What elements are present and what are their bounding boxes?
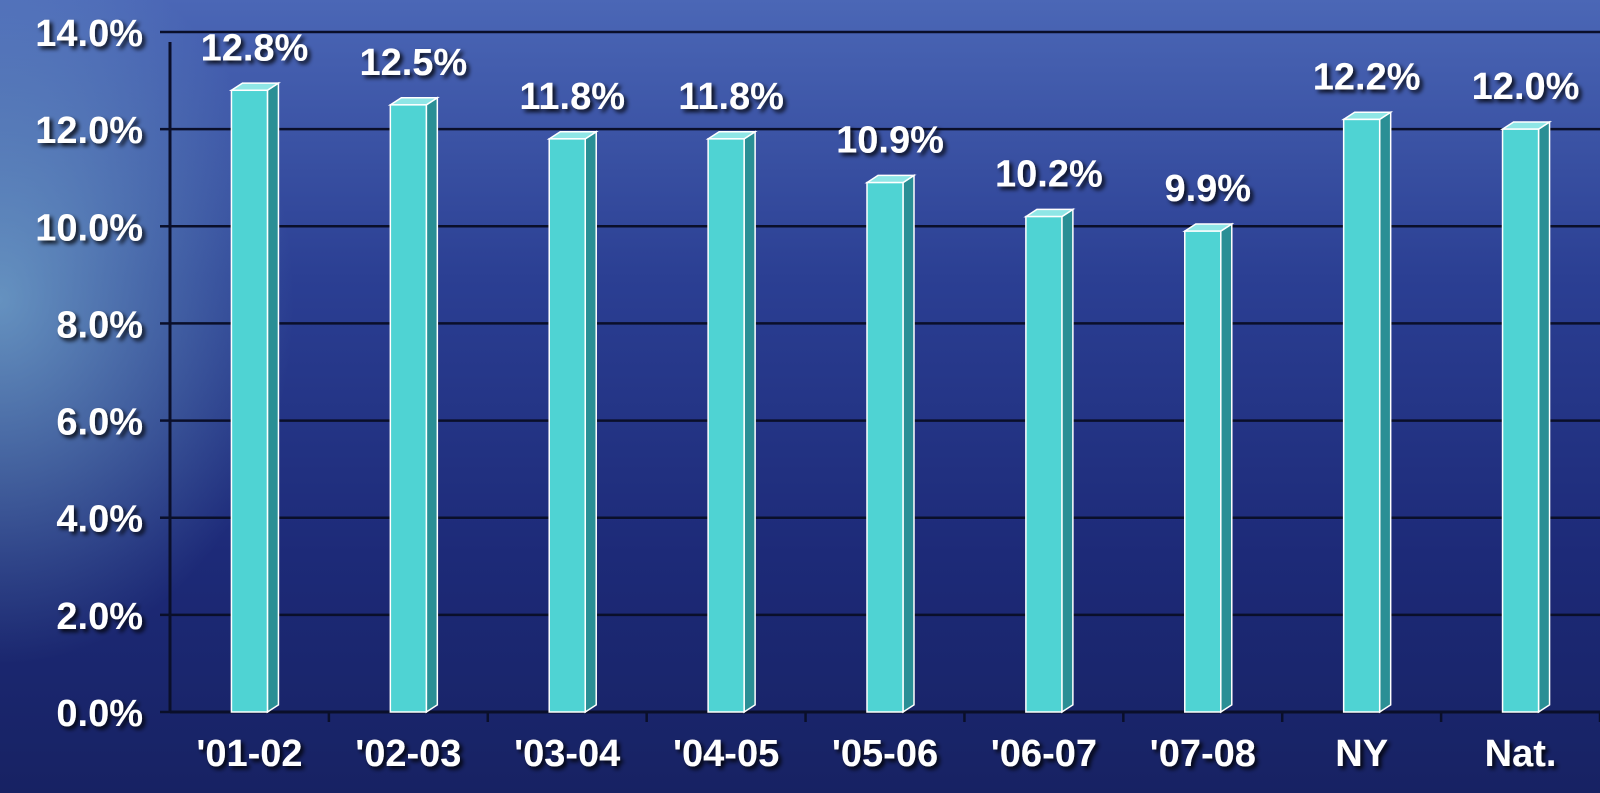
bar	[1023, 208, 1076, 714]
bar-side	[743, 130, 756, 714]
x-tick-label: '06-07	[991, 733, 1097, 775]
bar-side	[1378, 110, 1392, 714]
y-tick-label: 10.0%	[35, 207, 143, 249]
x-tick-label: '05-06	[832, 733, 938, 775]
bar	[1341, 110, 1394, 714]
y-tick-label: 8.0%	[56, 304, 143, 346]
labels: 0.0% 2.0% 4.0% 6.0% 8.0% 10.0% 12.0% 14.0% 12.8%…	[35, 13, 1579, 775]
bar	[705, 130, 758, 714]
y-tick-label: 0.0%	[56, 693, 143, 735]
bar-front	[1025, 215, 1063, 713]
bar-side	[1061, 208, 1074, 714]
bar-side	[902, 174, 915, 714]
bar	[1500, 120, 1553, 714]
y-tick-label: 2.0%	[56, 596, 143, 638]
bar-side	[266, 81, 280, 714]
data-label: 10.9%	[836, 120, 944, 162]
bar	[228, 81, 281, 714]
x-tick-label: '03-04	[514, 733, 620, 775]
bar-front	[1184, 230, 1222, 713]
bar	[546, 130, 599, 714]
data-label: 9.9%	[1164, 168, 1251, 210]
bar	[1182, 222, 1235, 714]
y-tick-label: 4.0%	[56, 499, 143, 541]
data-label: 11.8%	[519, 76, 625, 118]
data-label: 10.2%	[995, 154, 1103, 196]
bar-front	[707, 138, 745, 713]
data-label: 12.2%	[1313, 56, 1421, 98]
bar-front	[230, 89, 269, 713]
x-tick-label: '07-08	[1150, 733, 1256, 775]
bar-front	[548, 138, 586, 713]
bar-front	[1501, 128, 1540, 713]
x-tick-label: NY	[1335, 733, 1388, 775]
bar	[864, 174, 917, 714]
data-label: 12.0%	[1472, 66, 1580, 108]
bar-front	[866, 181, 904, 713]
x-tick-label: '01-02	[196, 733, 302, 775]
x-tick-label: Nat.	[1485, 733, 1557, 775]
data-label: 12.8%	[201, 27, 309, 69]
bar-side	[584, 130, 597, 714]
y-tick-label: 14.0%	[35, 13, 143, 55]
bar-front	[1342, 118, 1381, 713]
bar-front	[389, 104, 428, 713]
data-label: 12.5%	[359, 42, 467, 84]
x-tick-label: '04-05	[673, 733, 779, 775]
bar-side	[1220, 222, 1233, 714]
x-tick-label: '02-03	[355, 733, 461, 775]
data-label: 11.8%	[678, 76, 784, 118]
y-tick-label: 12.0%	[35, 110, 143, 152]
bar-side	[425, 96, 439, 714]
bar-side	[1537, 120, 1551, 714]
bar	[387, 96, 440, 714]
bars	[228, 81, 1553, 714]
y-tick-label: 6.0%	[56, 402, 143, 444]
